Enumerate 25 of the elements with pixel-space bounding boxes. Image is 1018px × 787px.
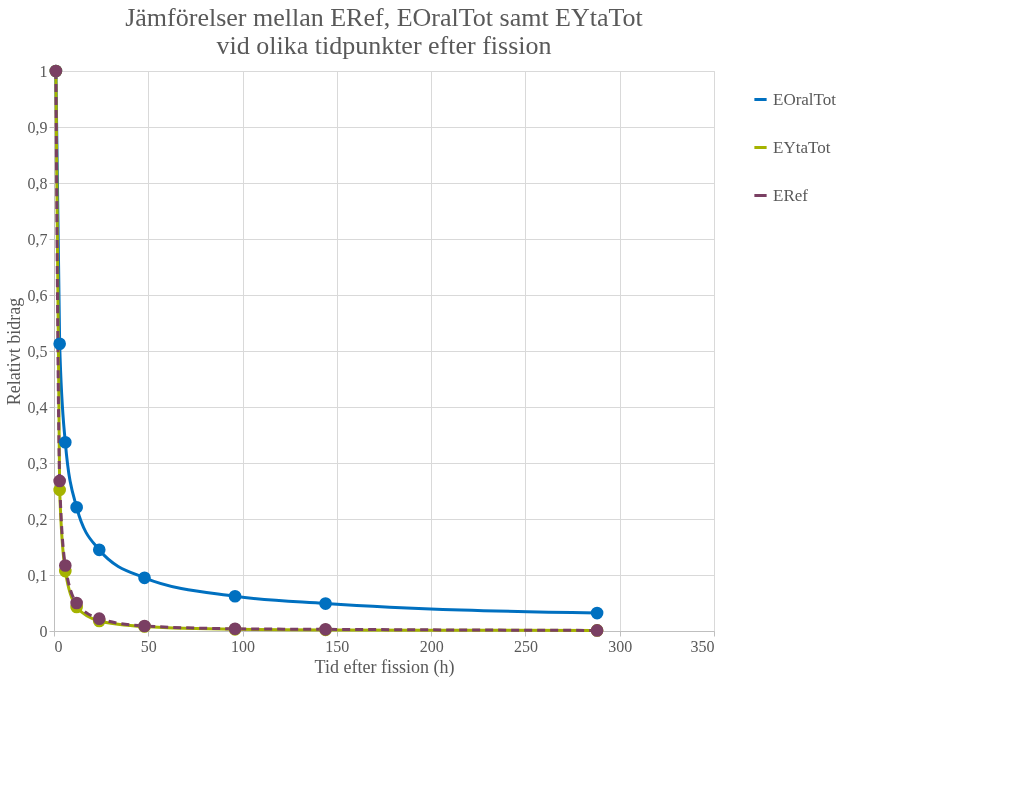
y-tick-label: 0,3 bbox=[27, 454, 48, 472]
legend-label: ERef bbox=[773, 185, 809, 205]
y-tick-label: 0,5 bbox=[27, 342, 48, 360]
x-axis-title: Tid efter fission (h) bbox=[314, 656, 455, 678]
x-tick-label: 250 bbox=[513, 637, 538, 655]
y-tick-label: 0,2 bbox=[27, 510, 48, 528]
chart-title: Jämförelser mellan ERef, EOralTot samt EYtaTot vid olika tidpunkter efter fission bbox=[125, 3, 644, 60]
y-tick-label: 0,6 bbox=[27, 286, 48, 304]
x-tick-label: 350 bbox=[690, 637, 715, 655]
legend-label: EYtaTot bbox=[773, 137, 831, 157]
x-tick-label: 150 bbox=[325, 637, 350, 655]
y-tick-label: 0,9 bbox=[27, 118, 48, 136]
x-tick-label: 300 bbox=[608, 637, 633, 655]
x-tick-label: 0 bbox=[54, 637, 63, 655]
x-tick-label: 200 bbox=[419, 637, 444, 655]
y-tick-label: 0,8 bbox=[27, 174, 48, 192]
y-tick-label: 0,7 bbox=[27, 230, 48, 248]
y-tick-label: 1 bbox=[39, 62, 48, 80]
y-axis-title: Relativt bidrag bbox=[3, 297, 24, 406]
y-tick-label: 0 bbox=[39, 622, 48, 640]
x-tick-label: 50 bbox=[140, 637, 157, 655]
y-tick-label: 0,4 bbox=[27, 398, 48, 416]
legend-label: EOralTot bbox=[773, 89, 837, 109]
x-tick-label: 100 bbox=[231, 637, 256, 655]
y-tick-label: 0,1 bbox=[27, 566, 48, 584]
